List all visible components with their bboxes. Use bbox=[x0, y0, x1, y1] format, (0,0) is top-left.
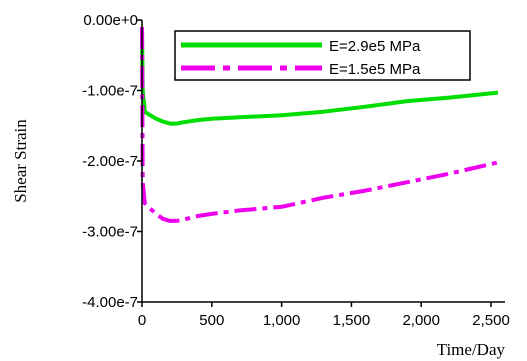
x-tick-label: 500 bbox=[199, 312, 224, 329]
plot-lines bbox=[140, 27, 499, 223]
y-tick-label: -1.00e-7 bbox=[82, 83, 138, 100]
x-tick-label: 2,000 bbox=[402, 312, 440, 329]
series-line-1 bbox=[140, 27, 499, 126]
legend-label-series-2: E=1.5e5 MPa bbox=[329, 61, 421, 78]
y-tick-label: -4.00e-7 bbox=[82, 294, 138, 311]
y-tick-label: -3.00e-7 bbox=[82, 224, 138, 241]
y-ticks: 0.00e+0 -1.00e-7 -2.00e-7 -3.00e-7 -4.00e-7 bbox=[82, 12, 142, 311]
legend-box bbox=[174, 30, 471, 81]
x-tick-label: 2,500 bbox=[472, 312, 510, 329]
x-tick-label: 1,500 bbox=[333, 312, 371, 329]
x-tick-label: 0 bbox=[138, 312, 146, 329]
y-axis-title: Shear Strain bbox=[11, 119, 30, 203]
x-ticks: 0 500 1,000 1,500 2,000 2,500 bbox=[138, 302, 510, 329]
legend-label-series-1: E=2.9e5 MPa bbox=[329, 38, 421, 55]
y-tick-label: 0.00e+0 bbox=[83, 12, 138, 29]
legend: E=2.9e5 MPa E=1.5e5 MPa bbox=[174, 30, 471, 81]
x-axis-title: Time/Day bbox=[437, 340, 506, 359]
y-tick-label: -2.00e-7 bbox=[82, 153, 138, 170]
x-tick-label: 1,000 bbox=[263, 312, 301, 329]
